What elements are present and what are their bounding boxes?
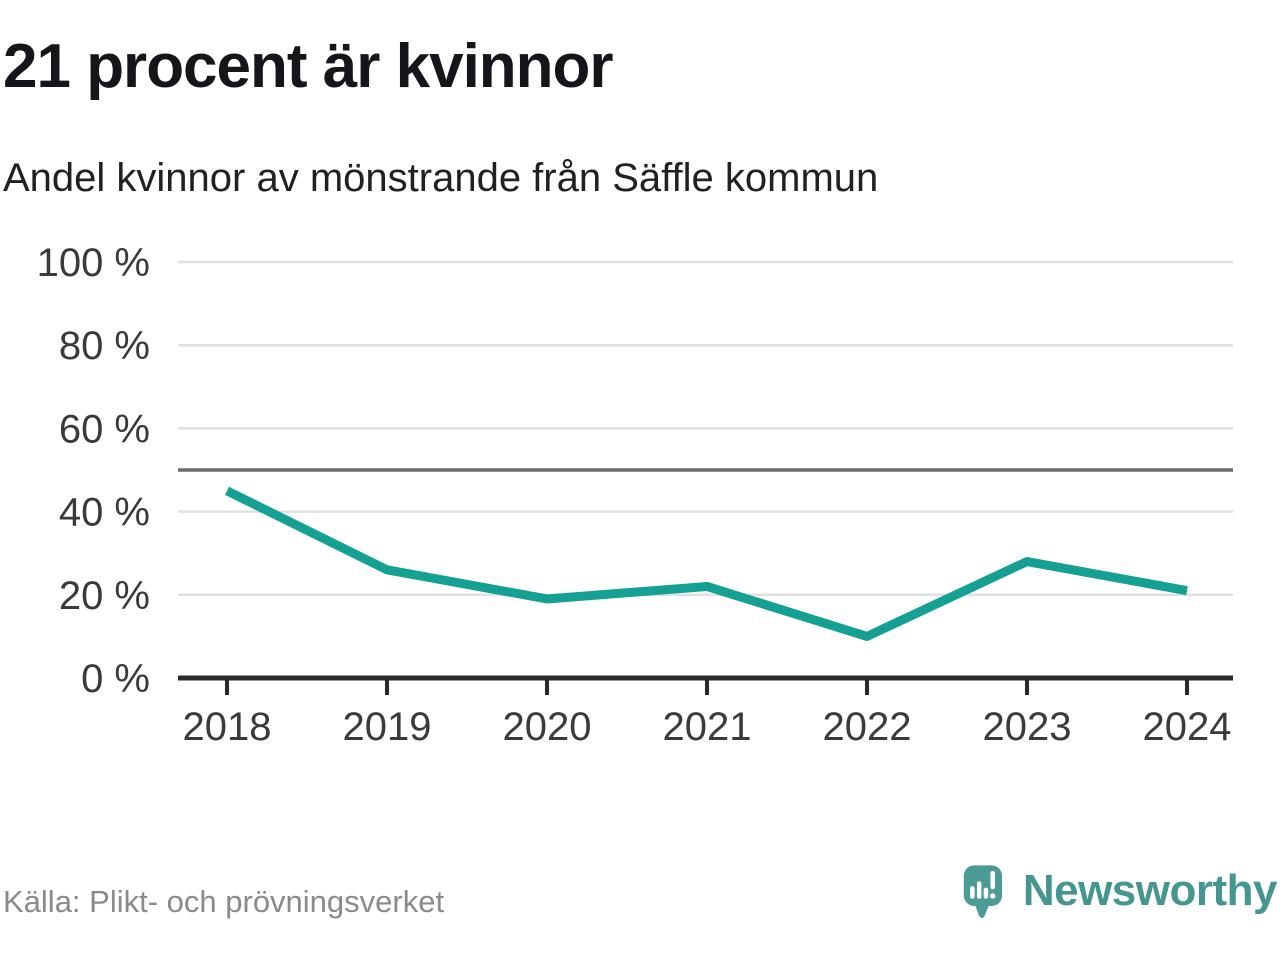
y-tick-label-20: 20 % [59,574,150,618]
x-tick-label-2022: 2022 [823,705,912,749]
x-tick-label-2020: 2020 [503,705,592,749]
y-tick-label-100: 100 % [37,241,150,285]
data-line-series [225,486,1188,641]
newsworthy-logo-text: Newsworthy [1022,866,1278,915]
x-tick-label-2019: 2019 [343,705,432,749]
y-tick-label-0: 0 % [81,657,150,701]
x-tick-label-2024: 2024 [1143,705,1232,749]
y-tick-label-60: 60 % [59,407,150,451]
newsworthy-logo-icon [963,865,1003,918]
page-title: 21 procent är kvinnor [3,32,614,101]
x-tick-label-2018: 2018 [183,705,272,749]
chart-subtitle: Andel kvinnor av mönstrande från Säffle … [3,156,879,200]
y-tick-label-40: 40 % [59,491,150,535]
y-tick-label-80: 80 % [59,324,150,368]
source-text: Källa: Plikt- och prövningsverket [3,884,445,919]
newsworthy-logo: Newsworthy [963,858,1278,934]
x-tick-label-2023: 2023 [983,705,1072,749]
x-tick-label-2021: 2021 [663,705,752,749]
